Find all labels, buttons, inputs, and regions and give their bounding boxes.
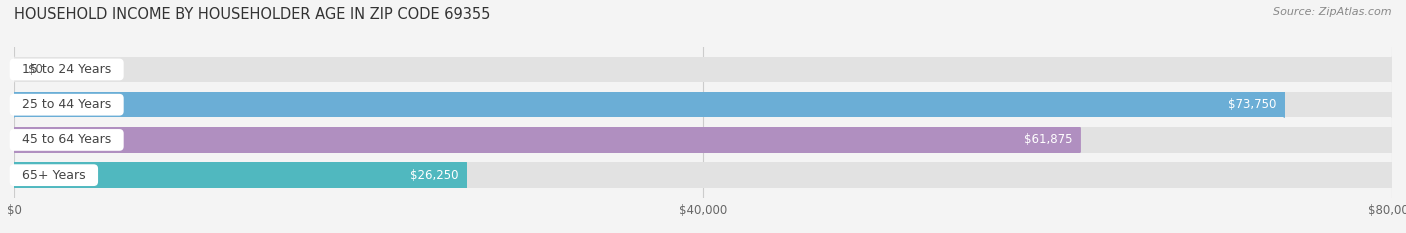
Bar: [14, 57, 1392, 82]
Bar: [14, 92, 1392, 117]
Bar: [14, 127, 1080, 153]
Text: $73,750: $73,750: [1229, 98, 1284, 111]
Text: 25 to 44 Years: 25 to 44 Years: [14, 98, 120, 111]
Bar: [14, 162, 467, 188]
Text: 65+ Years: 65+ Years: [14, 169, 94, 182]
Text: Source: ZipAtlas.com: Source: ZipAtlas.com: [1274, 7, 1392, 17]
Text: $26,250: $26,250: [411, 169, 467, 182]
Text: $61,875: $61,875: [1024, 134, 1080, 146]
Text: $0: $0: [28, 63, 42, 76]
Bar: [14, 127, 1392, 153]
Bar: [14, 162, 1392, 188]
Text: 15 to 24 Years: 15 to 24 Years: [14, 63, 120, 76]
Bar: [14, 92, 1284, 117]
Text: 45 to 64 Years: 45 to 64 Years: [14, 134, 120, 146]
Text: HOUSEHOLD INCOME BY HOUSEHOLDER AGE IN ZIP CODE 69355: HOUSEHOLD INCOME BY HOUSEHOLDER AGE IN Z…: [14, 7, 491, 22]
